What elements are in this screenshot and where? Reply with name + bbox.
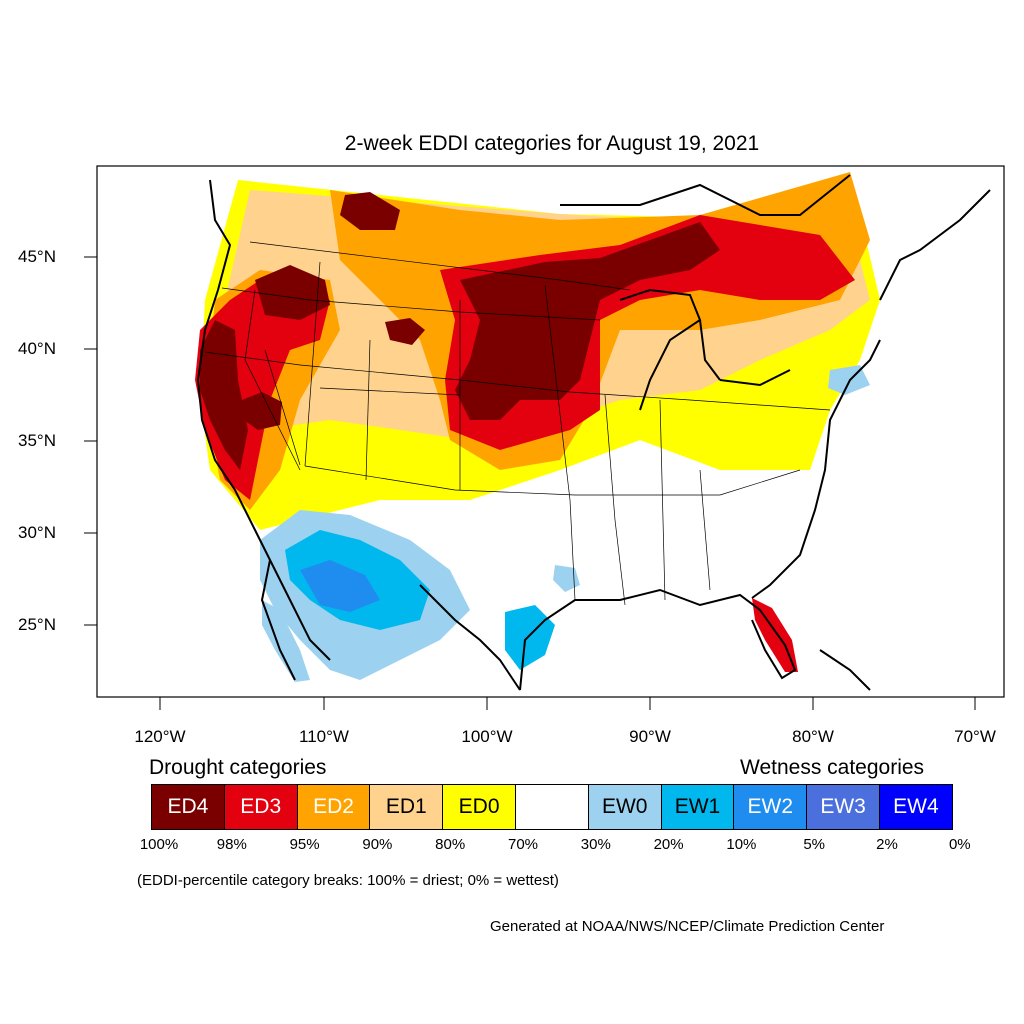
lon-label-120: 120°W bbox=[134, 727, 186, 746]
region-ed4 bbox=[455, 222, 720, 420]
axis-ticks bbox=[84, 256, 976, 710]
lon-label-70: 70°W bbox=[954, 727, 996, 746]
lon-label-90: 90°W bbox=[629, 727, 671, 746]
percent-break: 30% bbox=[580, 836, 611, 853]
percent-break: 90% bbox=[362, 836, 393, 853]
legend-neutral bbox=[515, 784, 589, 830]
legend-ew1: EW1 bbox=[660, 784, 735, 830]
legend-ed1: ED1 bbox=[369, 784, 444, 830]
region-ed4-california bbox=[200, 320, 248, 470]
percent-break: 5% bbox=[803, 836, 826, 853]
lat-label-40: 40°N bbox=[18, 339, 56, 358]
wetness-categories-heading: Wetness categories bbox=[740, 756, 925, 779]
map-frame bbox=[96, 165, 1005, 698]
region-ed4-montana bbox=[340, 192, 400, 230]
lat-label-35: 35°N bbox=[18, 431, 56, 450]
legend-ew4: EW4 bbox=[879, 784, 953, 830]
percent-break: 2% bbox=[876, 836, 898, 853]
percent-break: 0% bbox=[948, 836, 971, 853]
coastlines bbox=[196, 174, 991, 691]
region-ew2-southwest bbox=[300, 560, 380, 612]
drought-categories-heading: Drought categories bbox=[149, 756, 327, 779]
region-ed4-nevada bbox=[242, 392, 282, 430]
category-note: (EDDI-percentile category breaks: 100% =… bbox=[137, 872, 559, 889]
percent-break: 100% bbox=[139, 836, 179, 853]
lon-label-100: 100°W bbox=[461, 727, 513, 746]
region-ew0-baja bbox=[262, 600, 310, 682]
lat-label-30: 30°N bbox=[18, 523, 56, 542]
region-ew0-texas bbox=[553, 565, 580, 592]
legend-ed0: ED0 bbox=[442, 784, 516, 830]
credit-line: Generated at NOAA/NWS/NCEP/Climate Predi… bbox=[490, 918, 885, 935]
region-ew1-texas bbox=[505, 605, 555, 670]
legend-ew2: EW2 bbox=[733, 784, 808, 830]
legend-ed2: ED2 bbox=[296, 784, 371, 830]
lat-label-45: 45°N bbox=[18, 247, 56, 266]
percent-break: 80% bbox=[435, 836, 466, 853]
map-field bbox=[195, 172, 880, 682]
percent-break: 20% bbox=[653, 836, 684, 853]
lat-label-25: 25°N bbox=[18, 615, 56, 634]
region-ed4-oregon bbox=[255, 265, 330, 320]
percent-break: 98% bbox=[216, 836, 247, 853]
lon-label-80: 80°W bbox=[792, 727, 834, 746]
legend-ew3: EW3 bbox=[806, 784, 880, 830]
percent-break: 95% bbox=[289, 836, 320, 853]
lon-label-110: 110°W bbox=[299, 727, 349, 746]
state-boundaries bbox=[204, 241, 831, 606]
percent-break: 70% bbox=[507, 836, 539, 853]
legend-ew0: EW0 bbox=[587, 784, 662, 830]
region-ed4-utah bbox=[385, 318, 425, 345]
legend-ed3: ED3 bbox=[223, 784, 298, 830]
map-title: 2-week EDDI categories for August 19, 20… bbox=[344, 132, 760, 155]
legend-ed4: ED4 bbox=[151, 784, 225, 830]
percent-break: 10% bbox=[726, 836, 757, 853]
